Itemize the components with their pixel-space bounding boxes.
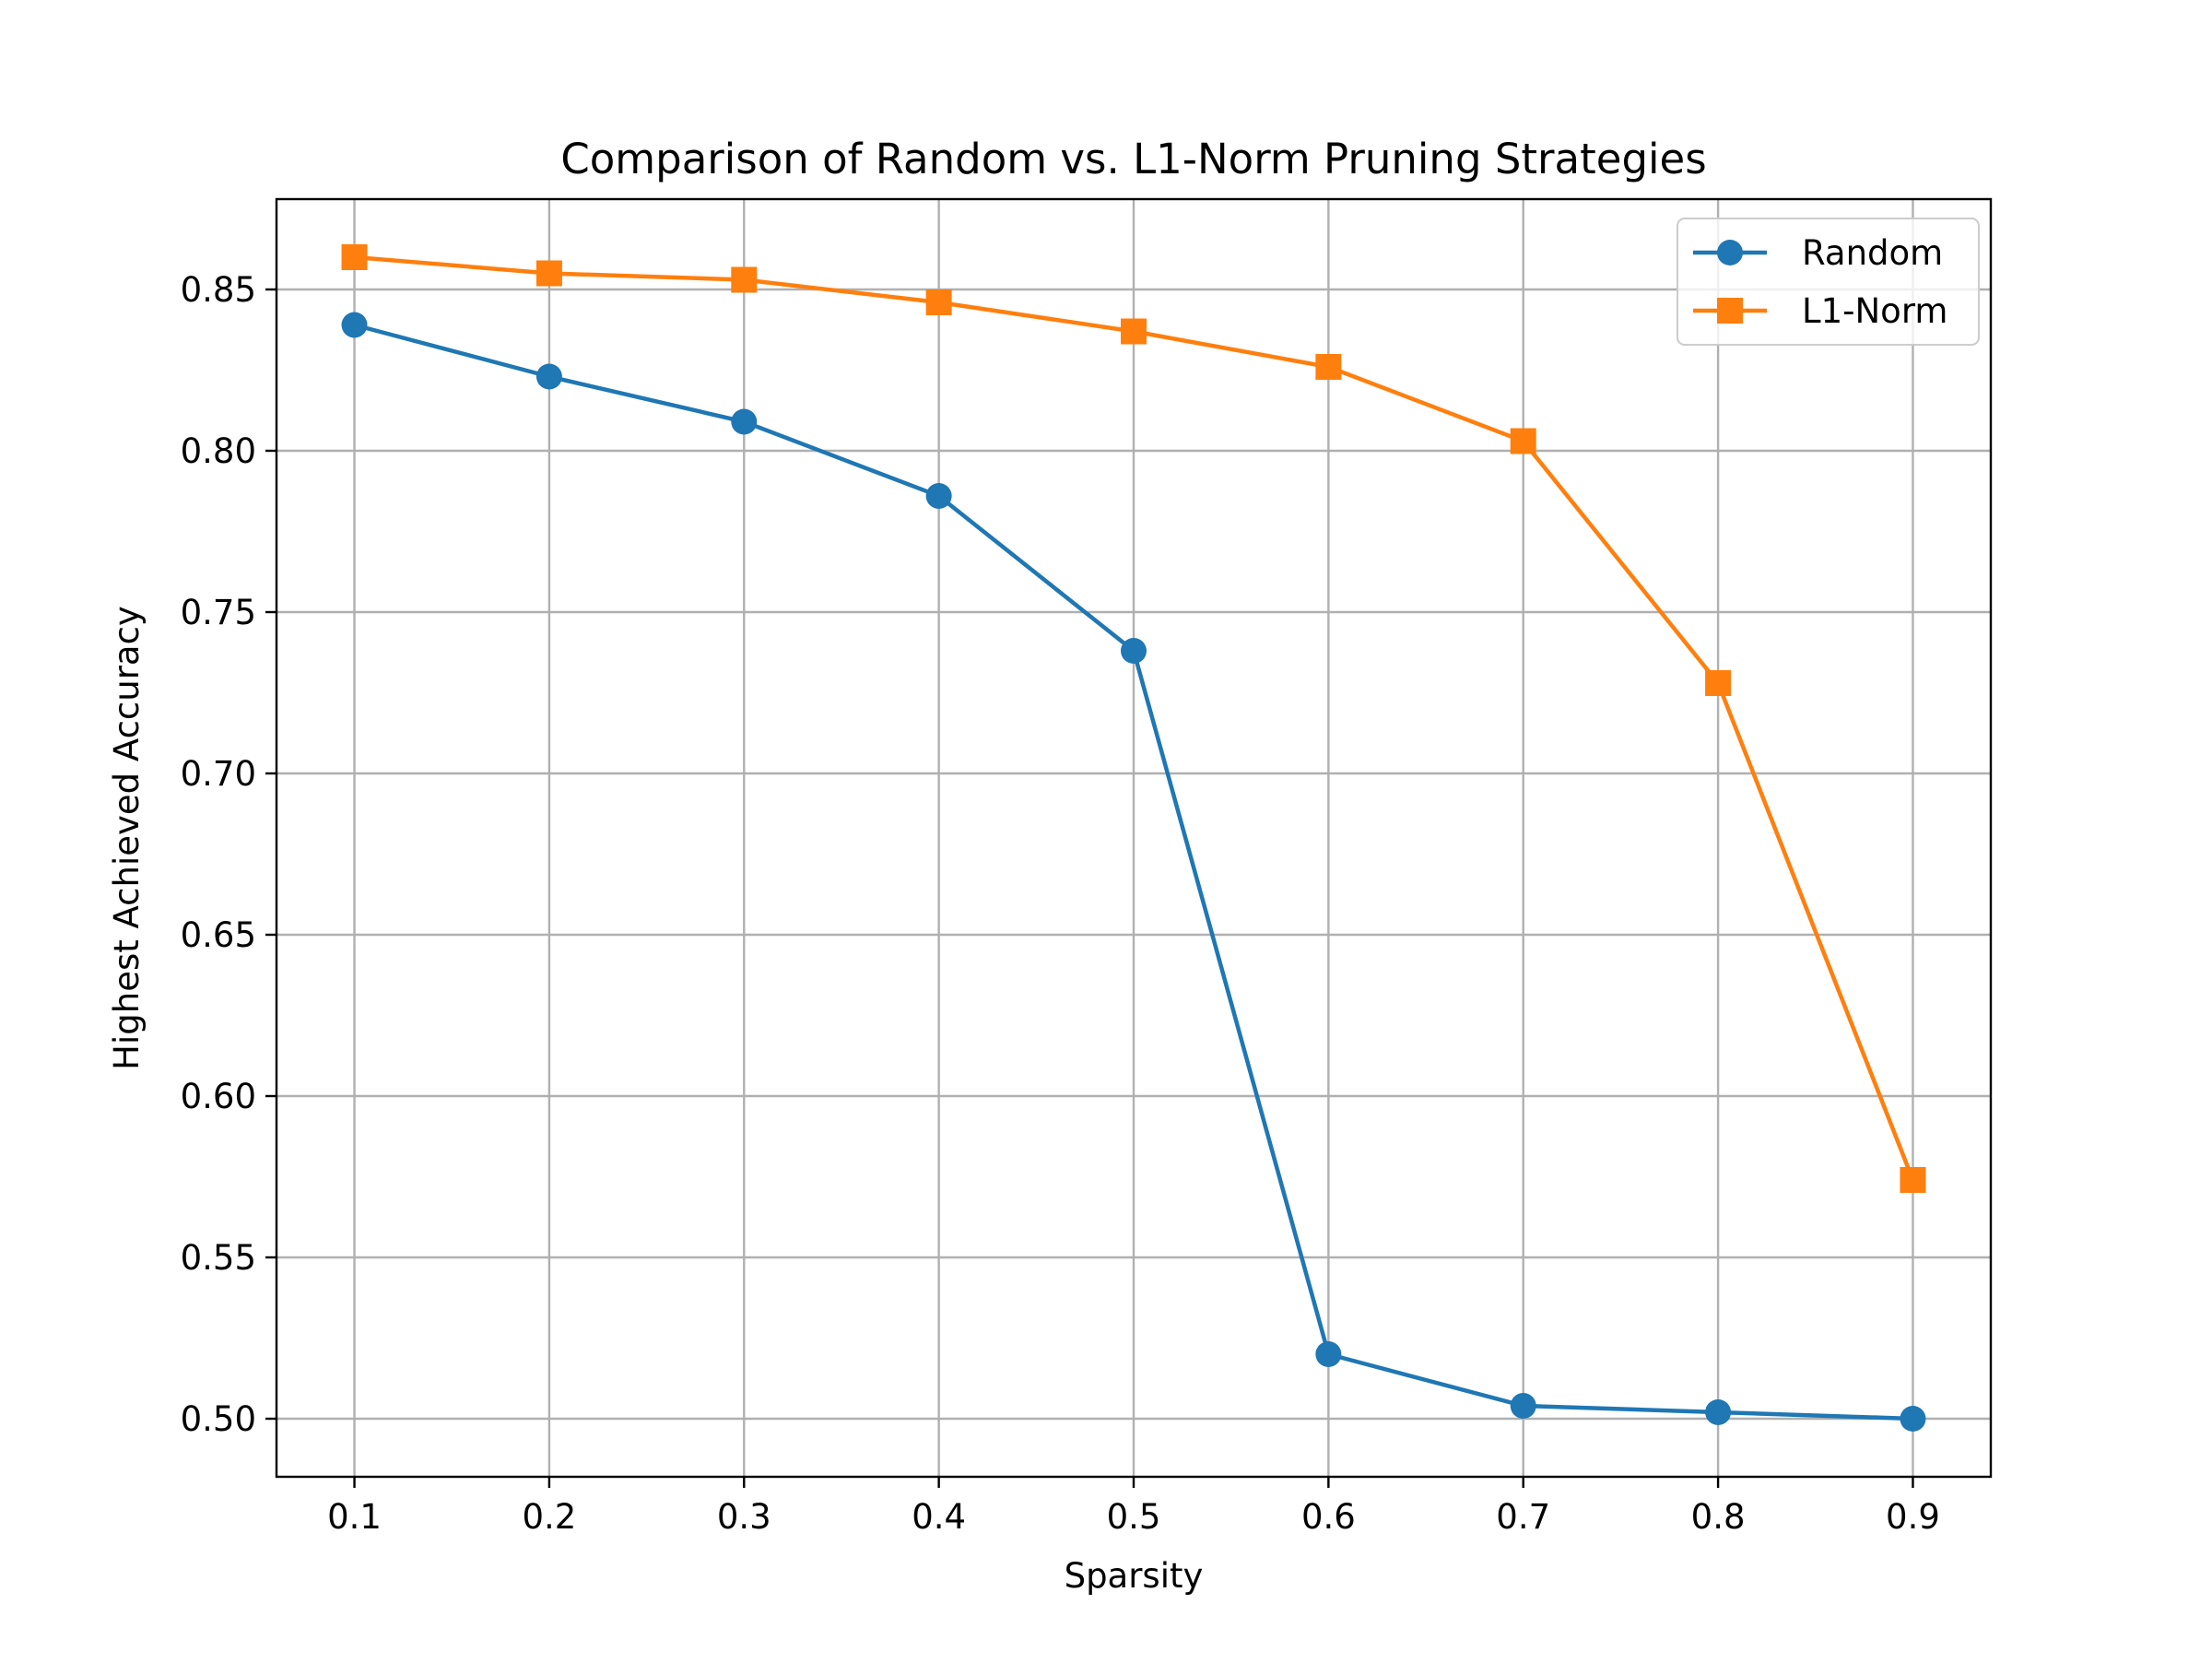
grid-layer <box>276 199 1991 1477</box>
data-point-l1-norm <box>341 244 368 270</box>
y-tick-label: 0.80 <box>181 431 256 471</box>
x-tick-label: 0.3 <box>717 1497 771 1537</box>
x-tick-label: 0.4 <box>912 1497 966 1537</box>
data-point-l1-norm <box>1315 354 1342 380</box>
x-tick-label: 0.7 <box>1496 1497 1550 1537</box>
series-l1-norm <box>341 244 1926 1193</box>
data-point-random <box>535 363 562 390</box>
data-point-random <box>925 483 952 509</box>
x-axis-label: Sparsity <box>1065 1556 1204 1596</box>
data-point-random <box>341 312 368 338</box>
legend-marker-random <box>1717 240 1743 265</box>
y-tick-label: 0.75 <box>181 593 256 632</box>
data-point-l1-norm <box>925 289 952 315</box>
data-point-random <box>1121 638 1147 664</box>
y-tick-label: 0.60 <box>181 1077 256 1116</box>
y-tick-label: 0.55 <box>181 1238 256 1278</box>
legend-label-l1-norm: L1-Norm <box>1802 291 1947 331</box>
data-point-random <box>1900 1406 1926 1432</box>
y-axis-label: Highest Achieved Accuracy <box>107 606 147 1070</box>
data-point-random <box>1315 1341 1342 1367</box>
data-point-random <box>1705 1399 1732 1425</box>
legend-label-random: Random <box>1802 233 1943 273</box>
x-tick-label: 0.9 <box>1886 1497 1940 1537</box>
data-point-l1-norm <box>731 266 758 293</box>
x-tick-label: 0.2 <box>522 1497 576 1537</box>
x-tick-label: 0.5 <box>1107 1497 1161 1537</box>
data-point-random <box>731 408 758 435</box>
data-point-l1-norm <box>1705 670 1732 696</box>
y-tick-label: 0.85 <box>181 270 256 310</box>
x-tick-label: 0.6 <box>1301 1497 1356 1537</box>
y-tick-label: 0.50 <box>181 1399 256 1439</box>
x-tick-label: 0.1 <box>327 1497 382 1537</box>
data-point-l1-norm <box>1900 1167 1926 1193</box>
series-random <box>341 312 1926 1432</box>
data-point-l1-norm <box>1121 318 1147 345</box>
chart-title: Comparison of Random vs. L1-Norm Pruning… <box>560 135 1706 183</box>
y-tick-label: 0.65 <box>181 915 256 955</box>
legend-box <box>1677 218 1980 346</box>
data-point-random <box>1510 1393 1536 1419</box>
data-point-l1-norm <box>1510 428 1536 454</box>
legend-marker-l1-norm <box>1717 298 1743 324</box>
tick-layer: 0.1 0.2 0.3 0.4 0.5 0.6 0.7 0.8 0.9 0.50 0.55 0.60 0… <box>181 270 1940 1537</box>
x-tick-label: 0.8 <box>1691 1497 1746 1537</box>
y-tick-label: 0.70 <box>181 754 256 794</box>
legend: Random L1-Norm <box>1677 218 1980 346</box>
series-layer <box>341 244 1926 1432</box>
data-point-l1-norm <box>535 260 562 287</box>
